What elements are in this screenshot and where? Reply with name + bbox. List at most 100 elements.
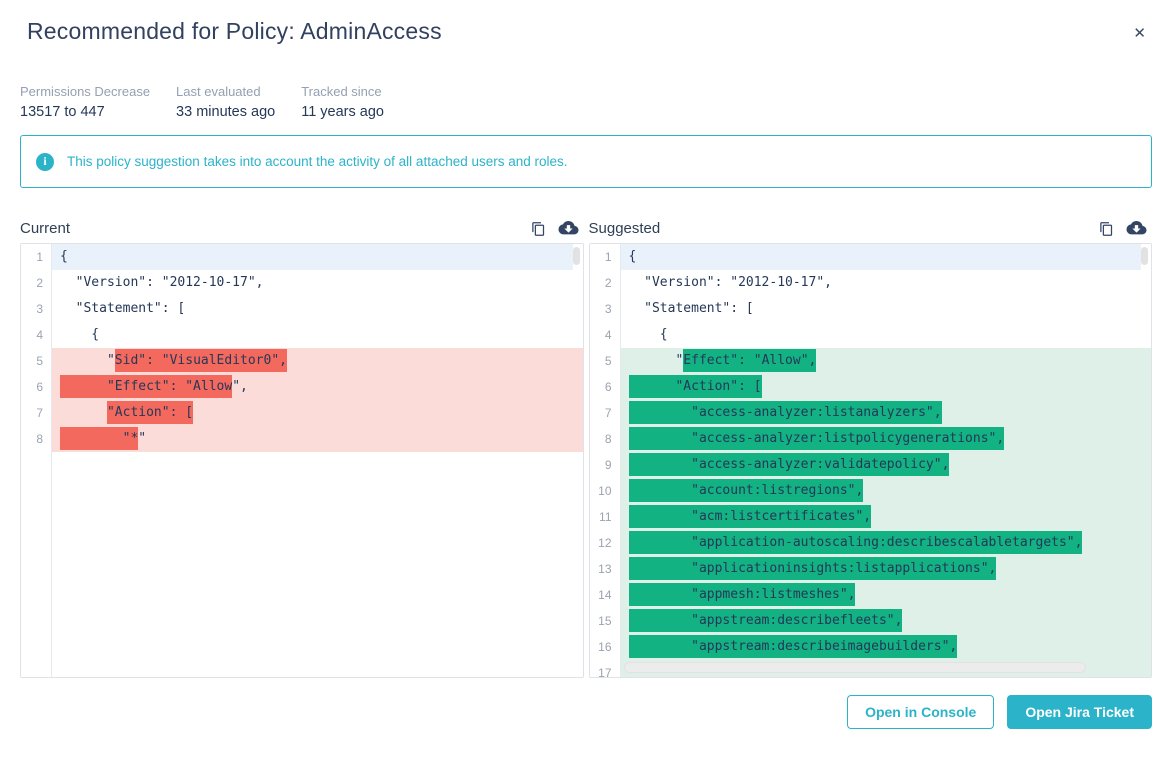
- line-number: 4: [589, 322, 621, 348]
- code-line: 5 "Sid": "VisualEditor0",: [21, 348, 583, 374]
- meta-value: 11 years ago: [301, 104, 384, 120]
- code-text: "Effect": "Allow",: [620, 348, 1151, 374]
- line-number: 7: [589, 400, 621, 426]
- code-line: 6 "Effect": "Allow",: [21, 374, 583, 400]
- suggested-panel-label: Suggested: [588, 220, 661, 237]
- meta-item-tracked-since: Tracked since 11 years ago: [301, 84, 384, 120]
- page-title: Recommended for Policy: AdminAccess: [27, 18, 442, 44]
- meta-row: Permissions Decrease 13517 to 447 Last e…: [20, 84, 1152, 120]
- line-number: 5: [589, 348, 621, 374]
- code-text: "appstream:describeimagebuilders",: [620, 634, 1151, 660]
- diff-panels: 1{2 "Version": "2012-10-17", 3 "Statement…: [20, 243, 1152, 678]
- line-number: 10: [589, 478, 621, 504]
- code-line: 1{: [21, 244, 583, 270]
- code-text: [52, 452, 583, 677]
- line-number: 4: [21, 322, 52, 348]
- line-number: 13: [589, 556, 621, 582]
- current-panel-actions: [530, 220, 580, 238]
- code-text: "Statement": [: [628, 301, 754, 316]
- line-number: 2: [21, 270, 52, 296]
- current-panel-header: Current: [20, 214, 584, 243]
- code-line: 8 "*": [21, 426, 583, 452]
- code-line: 15 "appstream:describefleets",: [589, 608, 1151, 634]
- meta-item-last-evaluated: Last evaluated 33 minutes ago: [176, 84, 275, 120]
- copy-icon[interactable]: [530, 220, 547, 238]
- code-text: "application-autoscaling:describescalabl…: [620, 530, 1151, 556]
- current-panel-label: Current: [20, 220, 71, 237]
- code-text: "Statement": [: [60, 301, 186, 316]
- line-number: 6: [589, 374, 621, 400]
- code-line: 12 "application-autoscaling:describescal…: [589, 530, 1151, 556]
- code-text: {: [620, 244, 1141, 270]
- line-number: 16: [589, 634, 621, 660]
- line-number: 15: [589, 608, 621, 634]
- code-line: 2 "Version": "2012-10-17",: [589, 270, 1152, 296]
- code-line: 13 "applicationinsights:listapplications…: [589, 556, 1151, 582]
- copy-icon[interactable]: [1098, 220, 1115, 238]
- code-line: 11 "acm:listcertificates",: [589, 504, 1151, 530]
- line-number: 12: [589, 530, 621, 556]
- cloud-download-icon[interactable]: [1125, 220, 1148, 237]
- open-jira-ticket-button[interactable]: Open Jira Ticket: [1007, 695, 1152, 729]
- line-number: 6: [21, 374, 52, 400]
- code-text: "access-analyzer:validatepolicy",: [620, 452, 1151, 478]
- code-text: "Action": [: [620, 374, 1151, 400]
- meta-label: Last evaluated: [176, 84, 261, 99]
- code-text: "Version": "2012-10-17",: [628, 275, 832, 290]
- code-line: 16 "appstream:describeimagebuilders",: [589, 634, 1151, 660]
- code-line: 10 "account:listregions",: [589, 478, 1151, 504]
- line-number: 17: [589, 660, 621, 677]
- code-text: "Action": [: [52, 400, 583, 426]
- footer-actions: Open in Console Open Jira Ticket: [20, 695, 1152, 729]
- cloud-download-icon[interactable]: [557, 220, 580, 237]
- code-text: "access-analyzer:listanalyzers",: [620, 400, 1151, 426]
- line-number: 5: [21, 348, 52, 374]
- code-text: "account:listregions",: [620, 478, 1151, 504]
- code-text: {: [52, 244, 573, 270]
- vertical-scrollbar[interactable]: [572, 247, 580, 265]
- code-line: 6 "Action": [: [589, 374, 1151, 400]
- line-number: 11: [589, 504, 621, 530]
- code-text: "access-analyzer:listpolicygenerations",: [620, 426, 1151, 452]
- code-line: 7 "access-analyzer:listanalyzers",: [589, 400, 1151, 426]
- meta-label: Permissions Decrease: [20, 84, 151, 99]
- vertical-scrollbar[interactable]: [1141, 247, 1148, 265]
- code-text: "appstream:describefleets",: [620, 608, 1151, 634]
- line-number: 2: [589, 270, 621, 296]
- line-number: 3: [21, 296, 52, 322]
- meta-value: 33 minutes ago: [176, 104, 276, 120]
- open-in-console-button[interactable]: Open in Console: [847, 695, 995, 729]
- code-line: 3 "Statement": [: [589, 296, 1152, 322]
- code-text: {: [628, 327, 668, 342]
- info-banner: i This policy suggestion takes into acco…: [20, 135, 1152, 188]
- code-line: 7 "Action": [: [21, 400, 583, 426]
- close-icon[interactable]: ✕: [1127, 20, 1152, 46]
- current-code-editor[interactable]: 1{2 "Version": "2012-10-17", 3 "Statement…: [20, 243, 584, 678]
- horizontal-scrollbar[interactable]: [623, 662, 1086, 673]
- code-line: 1{: [589, 244, 1152, 270]
- code-line: 4 {: [21, 322, 583, 348]
- meta-value: 13517 to 447: [20, 104, 105, 120]
- code-text: "Effect": "Allow",: [52, 374, 583, 400]
- suggested-panel-actions: [1098, 220, 1148, 238]
- code-line: 9 "access-analyzer:validatepolicy",: [589, 452, 1151, 478]
- code-text: "appmesh:listmeshes",: [620, 582, 1151, 608]
- info-banner-text: This policy suggestion takes into accoun…: [67, 154, 568, 169]
- suggested-code-editor[interactable]: 1{2 "Version": "2012-10-17", 3 "Statement…: [588, 243, 1152, 678]
- code-text: {: [60, 327, 100, 342]
- meta-label: Tracked since: [301, 84, 382, 99]
- line-number: 3: [589, 296, 621, 322]
- code-line: 8 "access-analyzer:listpolicygenerations…: [589, 426, 1151, 452]
- info-icon: i: [36, 152, 54, 171]
- code-line: 2 "Version": "2012-10-17",: [21, 270, 583, 296]
- code-text: "*": [52, 426, 583, 452]
- meta-item-permissions: Permissions Decrease 13517 to 447: [20, 84, 150, 120]
- modal-header: Recommended for Policy: AdminAccess ✕: [20, 18, 1152, 50]
- code-text: "applicationinsights:listapplications",: [620, 556, 1151, 582]
- code-line: 5 "Effect": "Allow",: [589, 348, 1151, 374]
- line-number: 8: [21, 426, 52, 452]
- code-text: "acm:listcertificates",: [620, 504, 1151, 530]
- line-number: 9: [589, 452, 621, 478]
- code-line: 4 {: [589, 322, 1152, 348]
- line-number: 7: [21, 400, 52, 426]
